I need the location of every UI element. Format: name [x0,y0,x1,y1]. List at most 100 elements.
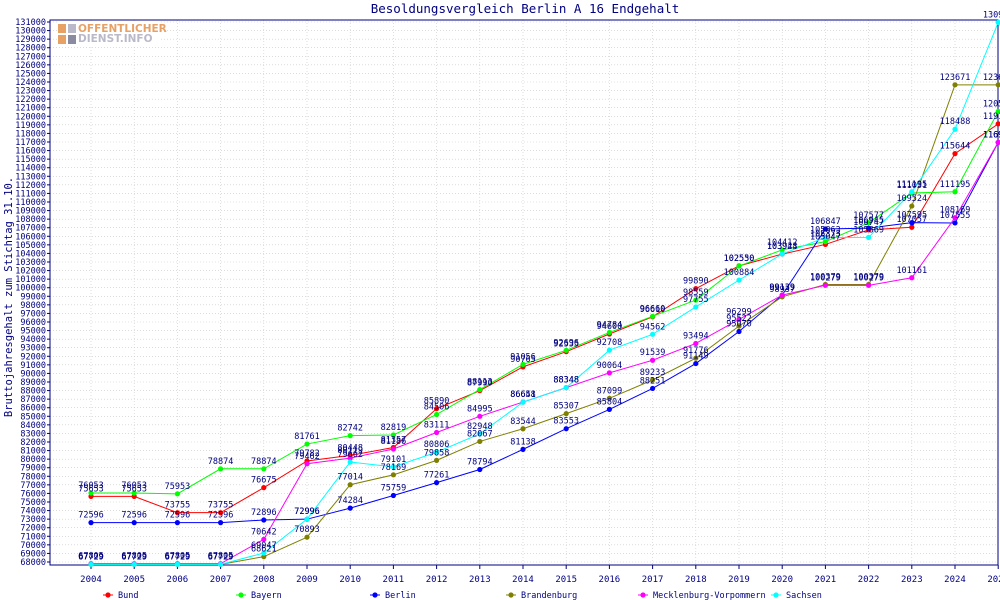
y-tick-label: 75000 [20,498,46,508]
legend-marker-bayern [238,592,243,597]
legend-label-bayern: Bayern [251,591,282,600]
data-point-brandenburg [391,472,396,477]
legend-label-sachsen: Sachsen [786,591,822,600]
x-tick-label: 2013 [469,575,491,585]
y-tick-label: 87000 [20,395,46,405]
x-tick-label: 2005 [123,575,145,585]
data-label-sachsen: 111195 [896,180,927,190]
data-label-mecklenburg-vorpommern: 108169 [940,206,971,216]
data-label-bayern: 92696 [553,338,579,348]
x-tick-label: 2024 [944,575,966,585]
data-label-brandenburg: 89233 [640,368,666,378]
data-label-brandenburg: 77014 [337,473,363,483]
data-label-sachsen: 97755 [683,295,709,305]
data-point-bund [909,225,914,230]
data-label-mecklenburg-vorpommern: 84995 [467,404,493,414]
data-label-sachsen: 69047 [251,541,277,551]
data-point-berlin [477,467,482,472]
data-label-sachsen: 79101 [381,455,407,465]
y-tick-label: 100000 [15,284,46,294]
x-tick-label: 2015 [555,575,577,585]
data-label-brandenburg: 91776 [683,346,709,356]
data-point-mecklenburg-vorpommern [650,358,655,363]
data-point-sachsen [520,400,525,405]
y-tick-label: 123000 [15,87,46,97]
y-tick-label: 125000 [15,69,46,79]
y-tick-label: 68000 [20,558,46,568]
y-tick-label: 77000 [20,481,46,491]
y-tick-label: 126000 [15,61,46,71]
data-label-bayern: 81761 [294,432,320,442]
data-label-sachsen: 130956 [983,10,1000,20]
data-label-bayern: 88113 [467,378,493,388]
data-label-mecklenburg-vorpommern: 100279 [810,273,841,283]
y-tick-label: 99000 [20,292,46,302]
data-label-mecklenburg-vorpommern: 93494 [683,331,709,341]
x-tick-label: 2023 [901,575,923,585]
data-point-sachsen [218,562,223,567]
x-tick-label: 2008 [253,575,275,585]
x-tick-label: 2010 [339,575,361,585]
data-label-mecklenburg-vorpommern: 70642 [251,527,277,537]
y-tick-label: 73000 [20,515,46,525]
y-tick-label: 81000 [20,447,46,457]
y-tick-label: 94000 [20,335,46,345]
data-point-sachsen [693,304,698,309]
y-tick-label: 79000 [20,464,46,474]
y-tick-label: 86000 [20,404,46,414]
data-label-bayern: 76053 [78,481,104,491]
data-label-mecklenburg-vorpommern: 79462 [294,452,320,462]
data-label-berlin: 72596 [208,511,234,521]
y-tick-label: 120000 [15,112,46,122]
data-point-berlin [261,517,266,522]
data-point-bayern [304,441,309,446]
logo-mark-icon [58,24,76,44]
data-point-berlin [650,386,655,391]
data-point-mecklenburg-vorpommern [391,446,396,451]
x-tick-label: 2016 [599,575,621,585]
y-tick-label: 122000 [15,95,46,105]
data-label-sachsen: 103943 [767,242,798,252]
data-label-berlin: 75759 [381,483,407,493]
data-point-sachsen [348,459,353,464]
y-tick-label: 98000 [20,301,46,311]
logo-text: OFFENTLICHER DIENST.INFO [78,24,167,44]
x-tick-label: 2021 [815,575,837,585]
y-tick-label: 69000 [20,549,46,559]
data-label-sachsen: 105869 [853,225,884,235]
y-tick-label: 82000 [20,438,46,448]
x-tick-label: 2018 [685,575,707,585]
x-tick-label: 2022 [858,575,880,585]
y-tick-label: 105000 [15,241,46,251]
data-label-mecklenburg-vorpommern: 100279 [853,273,884,283]
data-label-berlin: 72596 [78,511,104,521]
data-point-mecklenburg-vorpommern [909,275,914,280]
y-tick-label: 104000 [15,249,46,259]
data-label-bayern: 102530 [724,254,755,264]
y-tick-label: 129000 [15,35,46,45]
y-tick-label: 70000 [20,541,46,551]
y-tick-label: 80000 [20,455,46,465]
data-point-sachsen [952,127,957,132]
data-label-sachsen: 79662 [337,450,363,460]
data-point-berlin [175,520,180,525]
data-point-sachsen [650,332,655,337]
y-tick-label: 89000 [20,378,46,388]
x-tick-label: 2011 [383,575,405,585]
data-point-berlin [952,220,957,225]
data-point-berlin [520,447,525,452]
data-label-sachsen: 118488 [940,117,971,127]
legend-marker-berlin [372,592,377,597]
data-point-mecklenburg-vorpommern [823,283,828,288]
data-label-bayern: 94784 [597,320,623,330]
x-tick-label: 2025 [987,575,1000,585]
y-axis-label: Bruttojahresgehalt zum Stichtag 31.10. [3,177,15,417]
data-label-mecklenburg-vorpommern: 99139 [769,283,795,293]
data-label-mecklenburg-vorpommern: 101161 [896,266,927,276]
data-point-sachsen [132,562,137,567]
y-tick-label: 76000 [20,489,46,499]
y-tick-label: 115000 [15,155,46,165]
data-label-bayern: 120562 [983,99,1000,109]
x-tick-label: 2017 [642,575,664,585]
data-point-brandenburg [304,535,309,540]
